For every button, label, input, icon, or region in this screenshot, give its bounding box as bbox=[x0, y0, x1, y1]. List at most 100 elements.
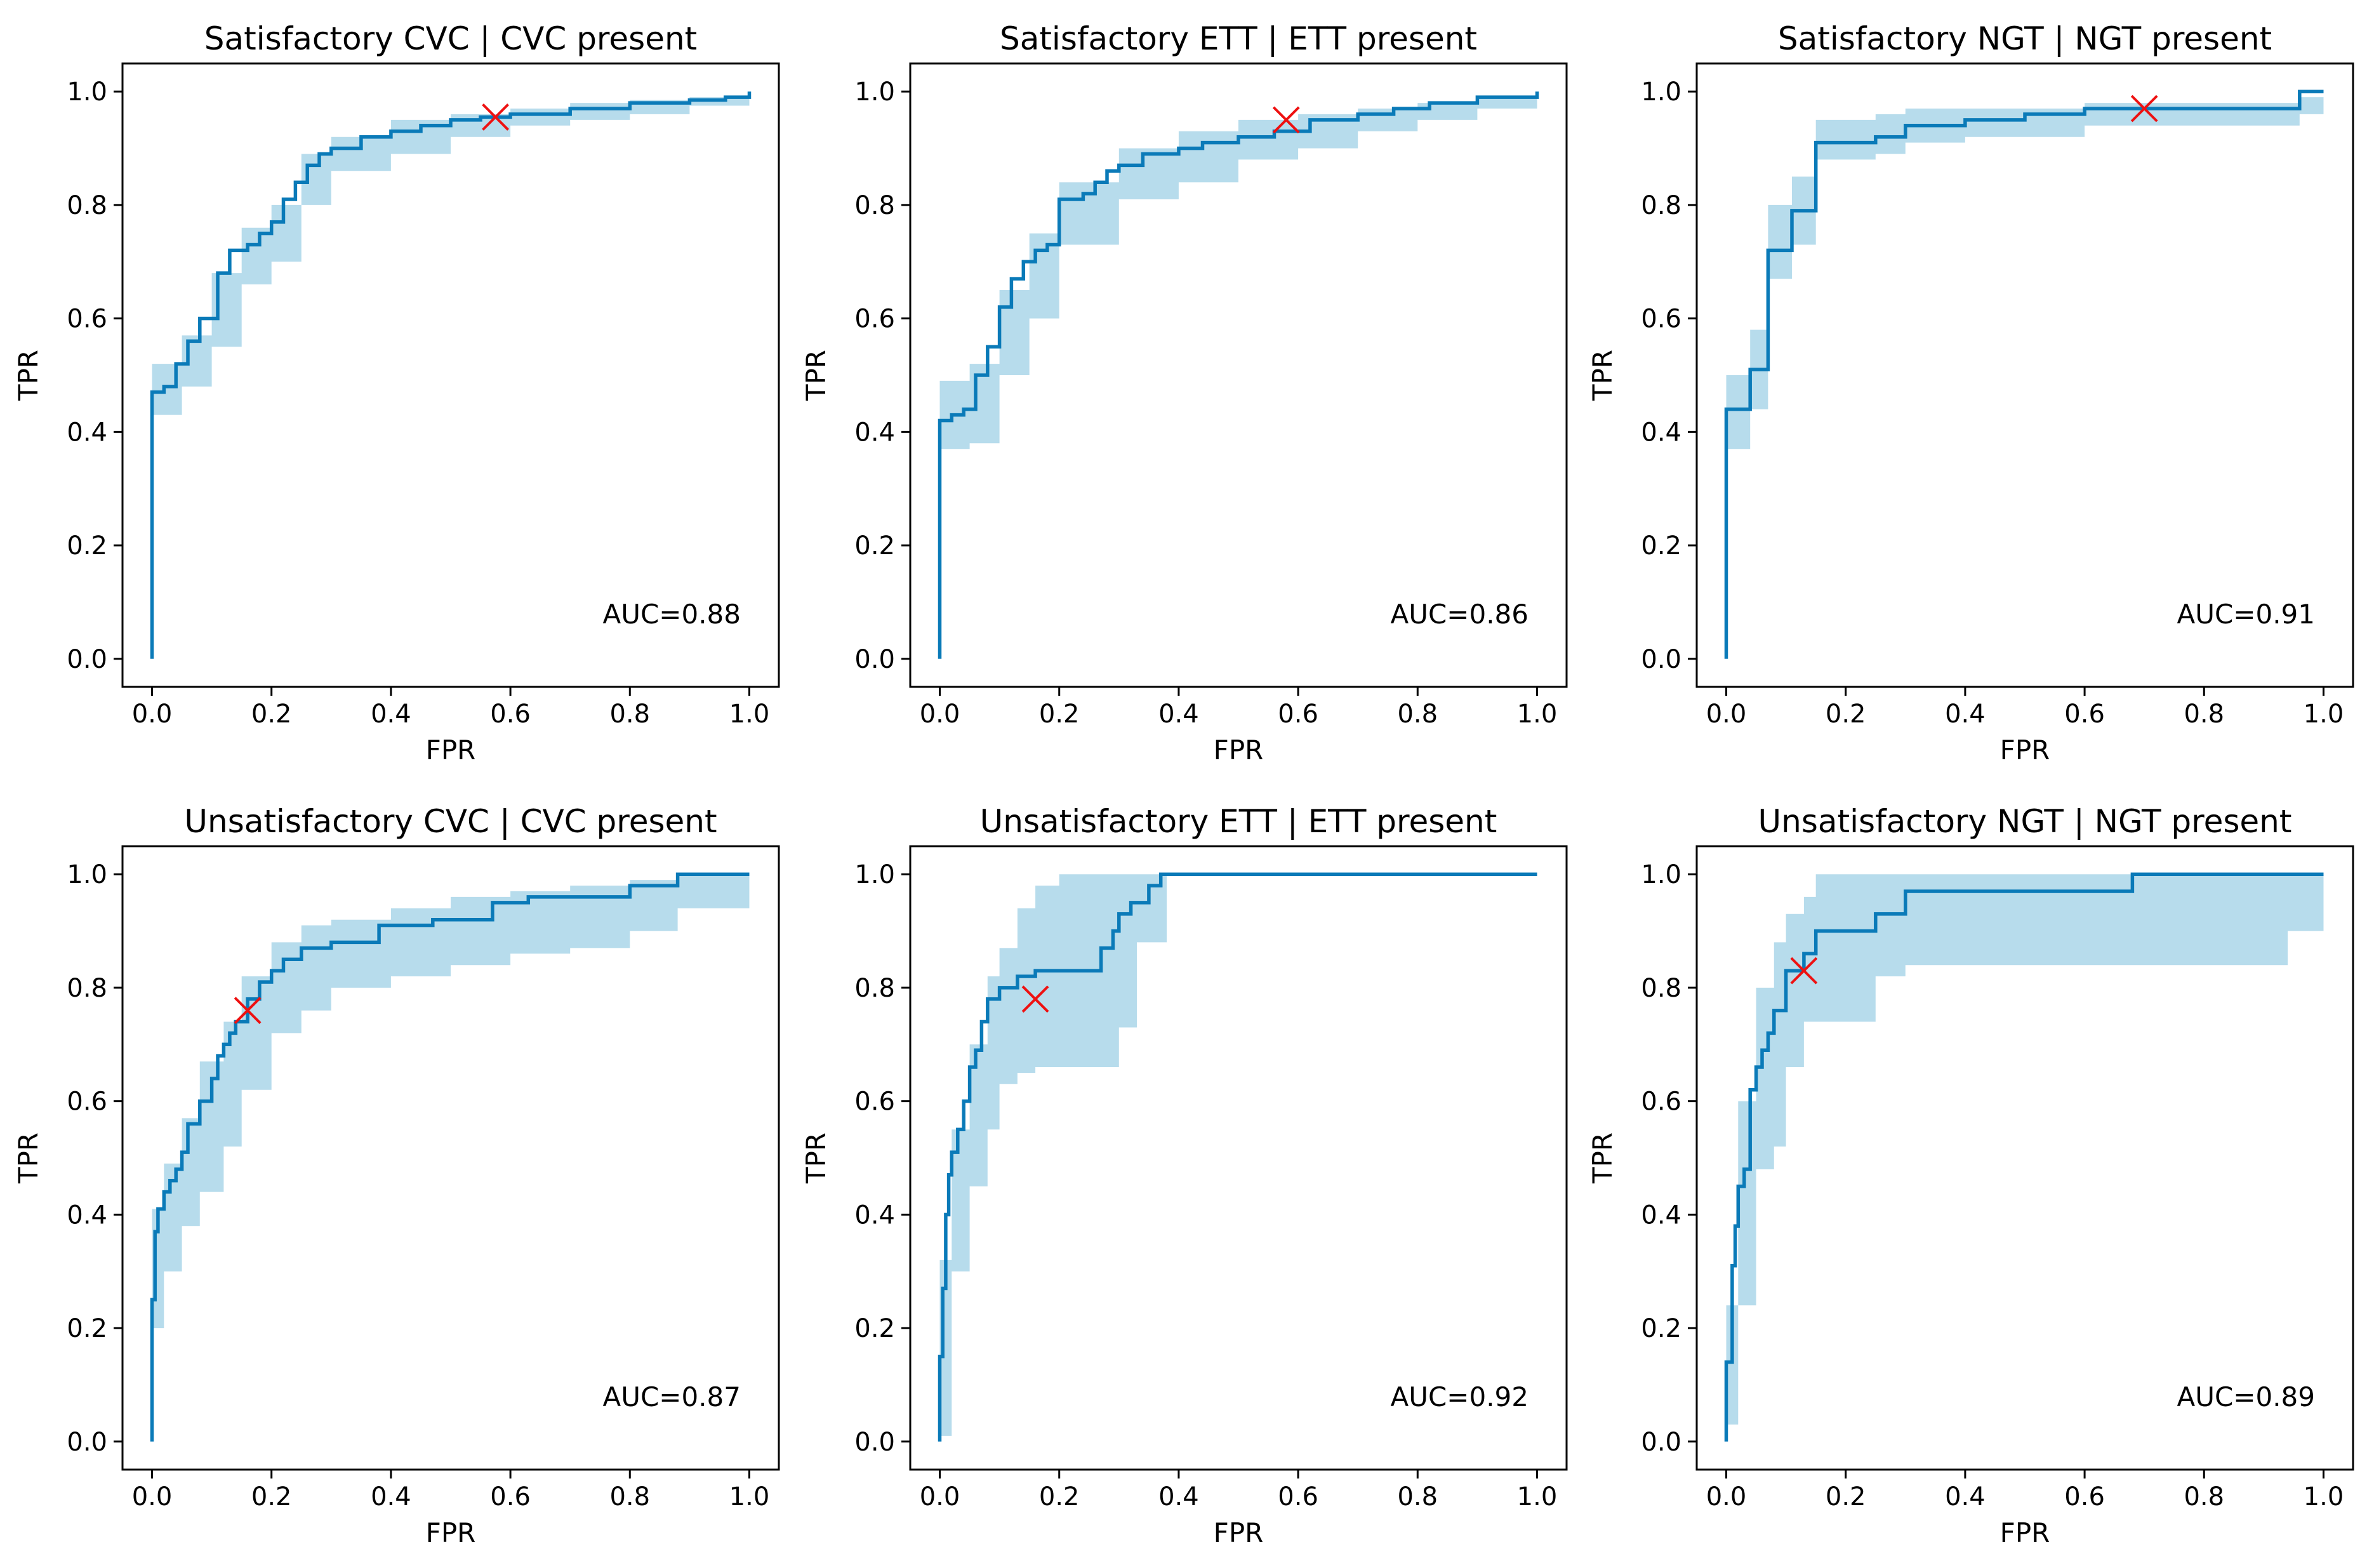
roc-curve bbox=[1724, 872, 2324, 1442]
y-tick-label: 1.0 bbox=[1641, 77, 1681, 107]
x-tick-label: 1.0 bbox=[1517, 1482, 1558, 1512]
y-tick-label: 0.0 bbox=[1641, 1428, 1681, 1457]
y-tick-label: 1.0 bbox=[854, 860, 895, 889]
axes-frame bbox=[1695, 62, 2354, 688]
roc-curve bbox=[1724, 90, 2324, 659]
operating-point-marker bbox=[2130, 95, 2158, 123]
x-tick-label: 0.6 bbox=[490, 1482, 531, 1512]
x-axis-label: FPR bbox=[426, 734, 476, 766]
y-tick-label: 1.0 bbox=[67, 860, 107, 889]
y-axis-label: TPR bbox=[1587, 1133, 1618, 1184]
y-tick-label: 0.6 bbox=[67, 1087, 107, 1117]
roc-curve bbox=[938, 91, 1539, 659]
x-tick-label: 1.0 bbox=[2304, 1482, 2344, 1512]
x-tick-label: 0.8 bbox=[609, 700, 650, 729]
confidence-band bbox=[152, 874, 750, 1329]
chart-title: Unsatisfactory ETT | ETT present bbox=[980, 803, 1497, 840]
roc-panel-6: 0.0 0.2 0.4 0.6 0.8 1.0 0.0 0.2 0.4 0.6 0.8 1.0 Unsa… bbox=[1587, 803, 2354, 1548]
x-tick-label: 0.4 bbox=[371, 700, 411, 729]
operating-point-marker bbox=[1272, 106, 1300, 134]
x-tick-label: 0.2 bbox=[1826, 1482, 1866, 1512]
auc-annotation: AUC=0.89 bbox=[2177, 1381, 2315, 1412]
y-tick-label: 0.6 bbox=[854, 305, 895, 334]
roc-curve bbox=[150, 872, 750, 1442]
x-tick-label: 0.6 bbox=[490, 700, 531, 729]
auc-annotation: AUC=0.87 bbox=[602, 1381, 741, 1412]
y-tick-label: 0.2 bbox=[854, 531, 895, 561]
x-tick-label: 0.0 bbox=[132, 700, 173, 729]
x-axis-label: FPR bbox=[2000, 1517, 2050, 1548]
roc-curve bbox=[150, 91, 752, 659]
x-tick-label: 0.4 bbox=[1945, 1482, 1986, 1512]
y-tick-label: 1.0 bbox=[67, 77, 107, 107]
y-tick-label: 0.6 bbox=[67, 305, 107, 334]
auc-annotation: AUC=0.88 bbox=[602, 599, 741, 630]
y-tick-label: 0.8 bbox=[1641, 974, 1681, 1003]
y-tick-label: 0.4 bbox=[67, 418, 107, 447]
y-tick-label: 0.2 bbox=[1641, 531, 1681, 561]
operating-point-marker bbox=[1021, 985, 1049, 1013]
confidence-band bbox=[152, 91, 750, 415]
x-tick-label: 0.2 bbox=[1039, 700, 1080, 729]
x-tick-label: 1.0 bbox=[729, 700, 770, 729]
operating-point-marker bbox=[234, 997, 262, 1025]
x-tick-label: 0.0 bbox=[132, 1482, 173, 1512]
operating-point-marker bbox=[482, 103, 509, 131]
x-tick-label: 0.2 bbox=[1826, 700, 1866, 729]
y-tick-label: 0.8 bbox=[67, 191, 107, 220]
auc-annotation: AUC=0.91 bbox=[2177, 599, 2315, 630]
y-tick-label: 1.0 bbox=[854, 77, 895, 107]
x-axis-label: FPR bbox=[1214, 1517, 1264, 1548]
x-tick-label: 0.2 bbox=[251, 700, 292, 729]
y-tick-label: 0.4 bbox=[854, 418, 895, 447]
operating-point-marker bbox=[1790, 957, 1818, 985]
axes-frame bbox=[121, 62, 780, 688]
y-tick-label: 1.0 bbox=[1641, 860, 1681, 889]
x-tick-label: 1.0 bbox=[729, 1482, 770, 1512]
y-tick-label: 0.4 bbox=[67, 1200, 107, 1230]
x-axis-label: FPR bbox=[1214, 734, 1264, 766]
y-tick-label: 0.0 bbox=[854, 1428, 895, 1457]
chart-title: Unsatisfactory NGT | NGT present bbox=[1758, 803, 2292, 840]
y-axis-label: TPR bbox=[13, 350, 44, 401]
x-axis-label: FPR bbox=[2000, 734, 2050, 766]
chart-title: Satisfactory ETT | ETT present bbox=[1000, 20, 1477, 57]
x-tick-label: 0.8 bbox=[1397, 1482, 1438, 1512]
x-tick-label: 0.8 bbox=[609, 1482, 650, 1512]
roc-panel-5: 0.0 0.2 0.4 0.6 0.8 1.0 0.0 0.2 0.4 0.6 0.8 1.0 Unsa… bbox=[800, 803, 1568, 1548]
x-tick-label: 1.0 bbox=[2304, 700, 2344, 729]
y-tick-label: 0.0 bbox=[1641, 645, 1681, 674]
y-axis-label: TPR bbox=[800, 350, 832, 401]
roc-panel-2: 0.0 0.2 0.4 0.6 0.8 1.0 0.0 0.2 0.4 0.6 0.8 1.0 Sati… bbox=[800, 20, 1568, 766]
y-tick-label: 0.4 bbox=[854, 1200, 895, 1230]
y-tick-label: 0.6 bbox=[854, 1087, 895, 1117]
y-tick-label: 0.4 bbox=[1641, 418, 1681, 447]
x-tick-label: 0.8 bbox=[2184, 1482, 2224, 1512]
x-tick-label: 0.0 bbox=[1706, 1482, 1747, 1512]
y-axis-label: TPR bbox=[800, 1133, 832, 1184]
x-tick-label: 0.2 bbox=[251, 1482, 292, 1512]
confidence-band bbox=[939, 91, 1537, 449]
x-tick-label: 0.6 bbox=[1278, 700, 1318, 729]
y-axis-label: TPR bbox=[13, 1133, 44, 1184]
y-tick-label: 0.8 bbox=[67, 974, 107, 1003]
axes-frame bbox=[1695, 845, 2354, 1471]
x-tick-label: 0.0 bbox=[920, 700, 960, 729]
y-tick-label: 0.0 bbox=[67, 1428, 107, 1457]
roc-curve bbox=[938, 872, 1537, 1442]
axes-frame bbox=[909, 845, 1568, 1471]
y-axis-label: TPR bbox=[1587, 350, 1618, 401]
x-tick-label: 0.4 bbox=[1158, 1482, 1199, 1512]
x-tick-label: 0.2 bbox=[1039, 1482, 1080, 1512]
chart-title: Satisfactory NGT | NGT present bbox=[1778, 20, 2272, 57]
x-tick-label: 0.0 bbox=[920, 1482, 960, 1512]
x-tick-label: 0.6 bbox=[2064, 700, 2105, 729]
y-tick-label: 0.2 bbox=[67, 531, 107, 561]
auc-annotation: AUC=0.86 bbox=[1390, 599, 1529, 630]
axes-frame bbox=[121, 845, 780, 1471]
y-tick-label: 0.8 bbox=[1641, 191, 1681, 220]
x-tick-label: 0.4 bbox=[1158, 700, 1199, 729]
x-tick-label: 0.4 bbox=[1945, 700, 1986, 729]
x-tick-label: 1.0 bbox=[1517, 700, 1558, 729]
